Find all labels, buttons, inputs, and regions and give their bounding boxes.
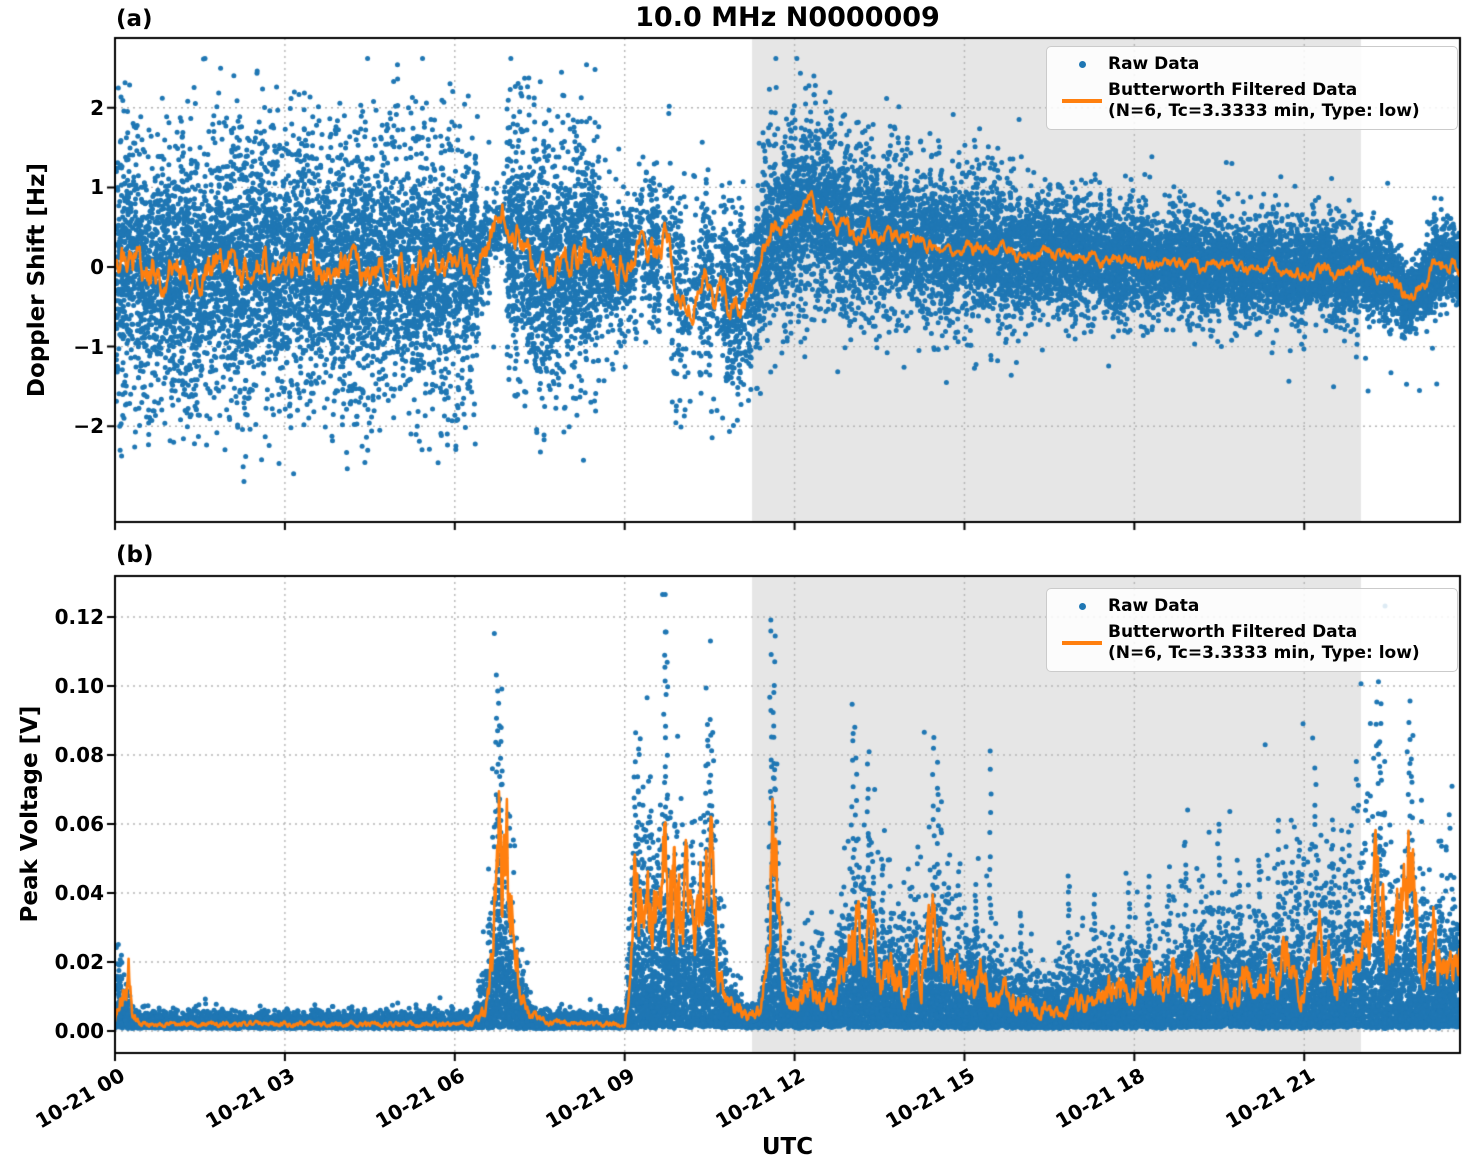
legend-filtered-line2: (N=6, Tc=3.3333 min, Type: low)	[1108, 643, 1420, 663]
y-tick-label: 0	[90, 255, 104, 279]
y-tick-label: 0.08	[54, 743, 104, 767]
filtered-line-marker-icon	[1056, 641, 1108, 645]
legend-raw-entry: Raw Data	[1056, 596, 1447, 617]
legend-raw-label: Raw Data	[1108, 596, 1200, 616]
y-tick-label: 0.12	[54, 605, 104, 629]
y-tick-label: −1	[73, 334, 104, 359]
legend-filtered-label: Butterworth Filtered Data (N=6, Tc=3.333…	[1108, 622, 1420, 664]
chart-title: 10.0 MHz N0000009	[635, 2, 940, 33]
y-tick-label: 0.02	[54, 950, 104, 974]
y-tick-label: 0.10	[54, 674, 104, 698]
legend-raw-entry: Raw Data	[1056, 54, 1447, 75]
y-tick-label: 1	[90, 175, 104, 200]
x-axis-label: UTC	[761, 1134, 814, 1160]
panel-b-legend: Raw Data Butterworth Filtered Data (N=6,…	[1046, 588, 1458, 672]
panel-a-label: (a)	[116, 6, 153, 32]
line-swatch-icon	[1062, 99, 1102, 103]
legend-filtered-entry: Butterworth Filtered Data (N=6, Tc=3.333…	[1056, 622, 1447, 664]
raw-data-marker-icon	[1056, 603, 1108, 610]
y-tick-label: 2	[90, 95, 104, 120]
y-tick-label: 0.06	[54, 812, 104, 836]
y-tick-label: 0.00	[54, 1019, 104, 1043]
panel-a-legend: Raw Data Butterworth Filtered Data (N=6,…	[1046, 46, 1458, 130]
raw-data-marker-icon	[1056, 61, 1108, 68]
legend-filtered-line2: (N=6, Tc=3.3333 min, Type: low)	[1108, 101, 1420, 121]
legend-filtered-entry: Butterworth Filtered Data (N=6, Tc=3.333…	[1056, 80, 1447, 122]
legend-raw-label: Raw Data	[1108, 54, 1200, 74]
y-tick-label: 0.04	[54, 881, 104, 905]
panel-b-label: (b)	[116, 542, 154, 568]
y-tick-label: −2	[73, 414, 104, 439]
legend-filtered-label: Butterworth Filtered Data (N=6, Tc=3.333…	[1108, 80, 1420, 122]
legend-filtered-line1: Butterworth Filtered Data	[1108, 80, 1358, 100]
line-swatch-icon	[1062, 641, 1102, 645]
scatter-dot-icon	[1078, 603, 1086, 610]
scatter-dot-icon	[1078, 61, 1086, 68]
legend-filtered-line1: Butterworth Filtered Data	[1108, 622, 1358, 642]
filtered-line-marker-icon	[1056, 99, 1108, 103]
